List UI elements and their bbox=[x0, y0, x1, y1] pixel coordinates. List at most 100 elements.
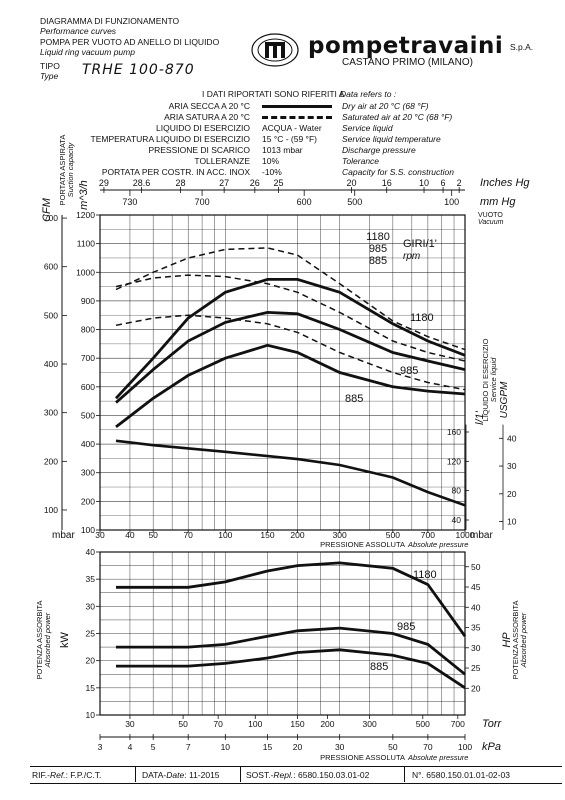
m3h-tick-label: 600 bbox=[81, 382, 95, 392]
mm-hg-tick-label: 700 bbox=[195, 197, 210, 207]
cfm-tick-label: 100 bbox=[44, 505, 58, 515]
pressure-tick-label: 70 bbox=[183, 530, 193, 540]
capacity-curve-label: 1180 bbox=[410, 312, 434, 324]
condition-value: 1013 mbar bbox=[262, 145, 303, 155]
pressure-tick-label: 300 bbox=[333, 530, 347, 540]
power-title-en: Absorbed power bbox=[43, 612, 52, 668]
cfm-tick-label: 200 bbox=[44, 456, 58, 466]
hp-tick-label: 50 bbox=[471, 562, 481, 572]
torr-tick-label: 500 bbox=[416, 719, 430, 729]
power-title-right-en: Absorbed power bbox=[519, 612, 528, 668]
pressure-unit-left: mbar bbox=[52, 530, 75, 541]
power-curve-label: 1180 bbox=[413, 569, 437, 581]
service-liquid-curve bbox=[115, 439, 466, 507]
mm-hg-label: mm Hg bbox=[480, 196, 516, 208]
company-suffix: S.p.A. bbox=[510, 42, 534, 52]
type-label: TIPO bbox=[40, 61, 60, 71]
m3h-tick-label: 700 bbox=[81, 353, 95, 363]
company-name: pompetravaini bbox=[308, 33, 504, 59]
capacity-curve-solid-985 bbox=[115, 310, 466, 404]
condition-en: Dry air at 20 °C (68 °F) bbox=[342, 101, 429, 111]
footer-ref: RIF.-Ref.: F.P./C.T. bbox=[32, 770, 102, 780]
service-liquid-title: LIQUIDO DI ESERCIZIO bbox=[481, 338, 490, 421]
inches-hg-tick-label: 2 bbox=[457, 178, 462, 188]
usgpm-tick-label: 20 bbox=[507, 489, 517, 499]
pressure-unit-right: mbar bbox=[470, 530, 493, 541]
m3h-tick-label: 500 bbox=[81, 410, 95, 420]
capacity-curve-solid-885 bbox=[115, 343, 466, 429]
pump-title-en: Liquid ring vacuum pump bbox=[40, 47, 135, 57]
mm-hg-tick-label: 500 bbox=[347, 197, 362, 207]
kpa-tick-label: 4 bbox=[128, 742, 133, 752]
hp-tick-label: 20 bbox=[471, 683, 481, 693]
m3h-tick-label: 400 bbox=[81, 439, 95, 449]
kw-tick-label: 15 bbox=[86, 683, 96, 693]
footer-bar bbox=[30, 766, 562, 784]
condition-label: ARIA SECCA A 20 °C bbox=[168, 101, 250, 111]
footer-ref-label: RIF. bbox=[32, 770, 48, 780]
footer-divider bbox=[404, 766, 405, 782]
condition-en: Tolerance bbox=[342, 156, 380, 166]
condition-label: LIQUIDO DI ESERCIZIO bbox=[156, 123, 250, 133]
condition-label: PORTATA PER COSTR. IN ACC. INOX bbox=[101, 167, 250, 177]
m3h-tick-label: 1200 bbox=[76, 210, 95, 220]
service-liquid-title-en: Service liquid bbox=[489, 357, 498, 402]
service-liquid-unit-l: l/1' bbox=[474, 410, 486, 425]
power-curve-1180 bbox=[116, 561, 467, 638]
kpa-tick-label: 70 bbox=[423, 742, 433, 752]
condition-value: 10% bbox=[262, 156, 280, 166]
lmin-tick-label: 40 bbox=[452, 515, 462, 525]
m3h-tick-label: 1100 bbox=[77, 239, 96, 249]
lmin-tick-label: 160 bbox=[447, 427, 461, 437]
torr-tick-label: 30 bbox=[125, 719, 135, 729]
pressure-axis-title: PRESSIONE ASSOLUTA bbox=[320, 540, 405, 549]
diagram-title-en: Performance curves bbox=[40, 26, 117, 36]
kpa-tick-label: 20 bbox=[293, 742, 303, 752]
cfm-tick-label: 700 bbox=[44, 213, 58, 223]
capacity-curve-dashed-885 bbox=[115, 314, 466, 391]
kpa-tick-label: 5 bbox=[151, 742, 156, 752]
footer-sost-en: Repl. bbox=[273, 770, 294, 780]
power-curve-label: 885 bbox=[370, 661, 388, 673]
condition-value: ACQUA - Water bbox=[262, 123, 322, 133]
cfm-unit-label: CFM bbox=[41, 197, 53, 222]
torr-tick-label: 200 bbox=[320, 719, 334, 729]
kw-unit-label: kW bbox=[59, 631, 71, 648]
condition-label: TOLLERANZE bbox=[194, 156, 250, 166]
footer-n-label: N°. bbox=[412, 770, 424, 780]
inches-hg-tick-label: 28.6 bbox=[133, 178, 151, 188]
power-title-right: POTENZA ASSORBITA bbox=[511, 600, 520, 679]
footer-ref-value: F.P./C.T. bbox=[70, 770, 102, 780]
power-curve-985 bbox=[116, 626, 466, 676]
footer-number: N°. 6580.150.01.01-02-03 bbox=[412, 770, 510, 780]
torr-tick-label: 50 bbox=[178, 719, 188, 729]
cfm-tick-label: 300 bbox=[44, 408, 58, 418]
inches-hg-label: Inches Hg bbox=[480, 177, 530, 189]
inches-hg-tick-label: 25 bbox=[273, 178, 283, 188]
kw-tick-label: 25 bbox=[86, 629, 96, 639]
pressure-tick-label: 150 bbox=[260, 530, 274, 540]
condition-label: ARIA SATURA A 20 °C bbox=[164, 112, 250, 122]
usgpm-tick-label: 40 bbox=[507, 433, 517, 443]
footer-date: DATA-Date: 11-2015 bbox=[142, 770, 220, 780]
kpa-tick-label: 15 bbox=[263, 742, 273, 752]
usgpm-tick-label: 10 bbox=[507, 517, 517, 527]
footer-sost-label: SOST. bbox=[246, 770, 271, 780]
model-name: TRHE 100-870 bbox=[82, 62, 195, 78]
m3h-tick-label: 900 bbox=[81, 296, 95, 306]
m3h-unit-label: m^3/h bbox=[78, 180, 90, 210]
rpm-list-item: 885 bbox=[369, 255, 387, 267]
conditions-intro-en: Data refers to : bbox=[340, 89, 397, 99]
condition-label: PRESSIONE DI SCARICO bbox=[148, 145, 250, 155]
company-location: CASTANO PRIMO (MILANO) bbox=[342, 57, 473, 68]
power-curve-label: 985 bbox=[397, 621, 415, 633]
capacity-title-en: Suction capacity bbox=[66, 141, 75, 197]
cfm-tick-label: 500 bbox=[44, 310, 58, 320]
kpa-tick-label: 7 bbox=[186, 742, 191, 752]
capacity-curve-dashed-985 bbox=[115, 274, 466, 362]
kw-tick-label: 10 bbox=[86, 710, 96, 720]
kpa-tick-label: 50 bbox=[388, 742, 398, 752]
power-pressure-title-en: Absolute pressure bbox=[407, 753, 468, 762]
pressure-tick-label: 200 bbox=[290, 530, 304, 540]
kpa-unit-label: kPa bbox=[482, 741, 501, 753]
